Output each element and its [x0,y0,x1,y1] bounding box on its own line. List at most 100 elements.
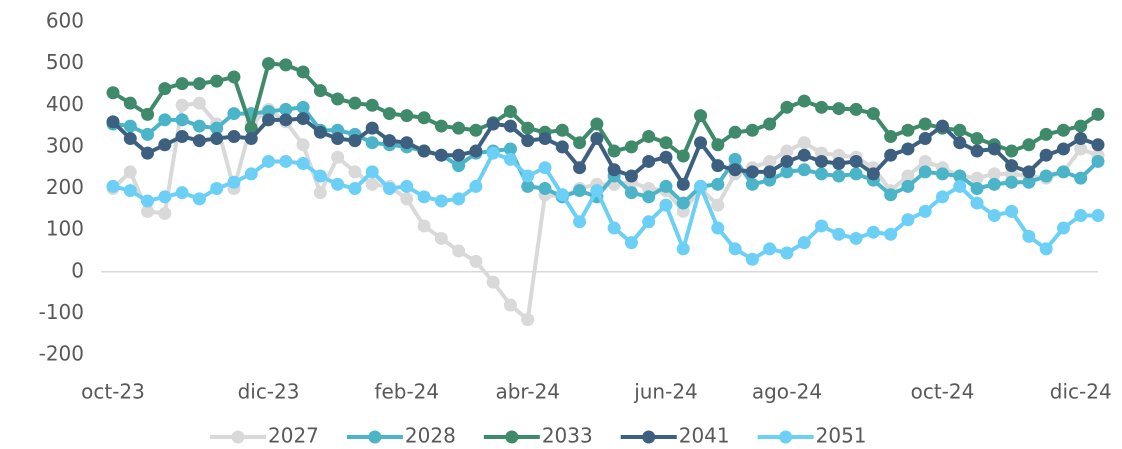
point [866,167,880,181]
point [365,98,379,112]
point [849,102,863,116]
point [417,144,431,158]
point [365,177,379,191]
point [417,190,431,204]
point [262,113,276,127]
point [503,298,517,312]
y-tick-label: 500 [46,50,84,74]
point [815,167,829,181]
point [210,121,224,135]
point [1056,221,1070,235]
point [1074,171,1088,185]
point [1022,229,1036,243]
point [382,107,396,121]
point [382,134,396,148]
point [382,182,396,195]
point [1005,175,1019,189]
point [918,204,932,218]
x-tick-label: feb-24 [374,380,439,404]
point [158,206,172,220]
point [244,132,258,146]
point [624,186,638,200]
point [123,165,137,179]
point [296,138,310,152]
point [1022,138,1036,152]
point [694,179,708,193]
point [676,196,690,210]
x-tick-label: jun-24 [633,380,698,404]
point [331,150,345,164]
point [417,111,431,125]
point [711,221,725,235]
point [1074,142,1088,156]
point [1091,209,1105,223]
point [763,165,777,179]
point [158,113,172,127]
point [849,167,863,181]
point [832,169,846,183]
point [1056,165,1070,179]
point [1074,209,1088,223]
point [469,123,483,137]
point [866,107,880,121]
point [694,109,708,123]
point [175,98,189,112]
point [642,129,656,143]
point [987,209,1001,223]
point [970,132,984,146]
point [711,198,725,212]
point [1005,159,1019,173]
point [538,132,552,146]
point [123,184,137,198]
legend-marker [231,430,245,444]
x-tick-label: oct-24 [911,380,975,404]
point [106,86,120,100]
point [590,132,604,146]
point [348,165,362,179]
point [141,194,155,208]
point [227,107,241,121]
legend-marker [505,430,519,444]
point [227,129,241,143]
point [192,192,206,206]
point [469,254,483,268]
y-tick-label: 400 [46,92,84,116]
point [1074,132,1088,146]
point [659,136,673,150]
point [434,231,448,245]
point [365,121,379,135]
y-tick-label: 0 [71,258,84,282]
point [590,117,604,131]
point [1056,123,1070,137]
point [1056,142,1070,156]
series-line [112,151,1098,262]
legend-marker [779,430,793,444]
point [624,140,638,154]
point [521,134,535,148]
y-tick-label: -200 [39,342,84,366]
point [832,102,846,116]
point [815,219,829,233]
point [953,179,967,193]
point [745,177,759,191]
point [797,136,811,150]
point [210,132,224,146]
point [884,148,898,162]
point [953,136,967,150]
point [175,113,189,127]
point [141,107,155,121]
point [1039,148,1053,162]
point [141,204,155,218]
legend-marker [368,430,382,444]
series-line [111,116,1099,187]
legend-label: 2027 [268,424,319,448]
point [659,179,673,193]
legend-marker [642,430,656,444]
point [970,171,984,185]
point [711,177,725,191]
point [192,77,206,91]
point [780,100,794,114]
point [918,117,932,131]
point [503,142,517,156]
point [503,152,517,166]
